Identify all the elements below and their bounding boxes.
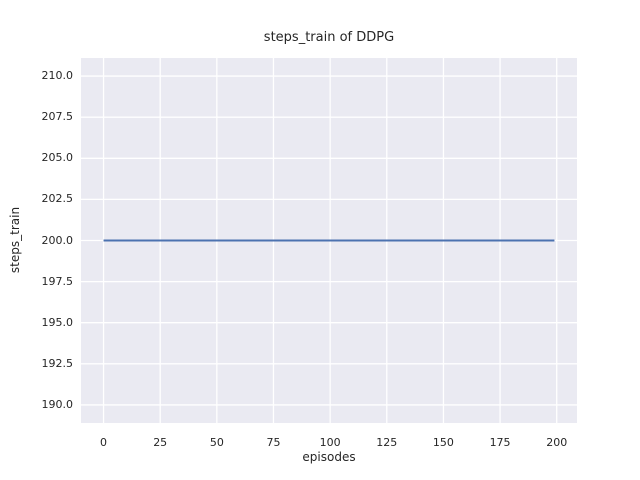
y-tick-label: 210.0 bbox=[41, 69, 74, 83]
plot-area bbox=[81, 58, 577, 423]
x-axis-label: episodes bbox=[302, 450, 356, 464]
x-tick-label: 200 bbox=[546, 436, 568, 449]
y-tick-label: 195.0 bbox=[41, 315, 74, 329]
y-axis-label: steps_train bbox=[8, 206, 22, 274]
y-tick-label: 205.0 bbox=[41, 151, 74, 165]
x-tick-label: 50 bbox=[209, 436, 224, 449]
plot-svg bbox=[81, 58, 577, 423]
y-tick-label: 207.5 bbox=[41, 110, 74, 124]
y-tick-label: 192.5 bbox=[41, 356, 74, 370]
x-tick-label: 175 bbox=[489, 436, 511, 449]
x-tick-label: 125 bbox=[376, 436, 398, 449]
y-tick-label: 190.0 bbox=[41, 397, 74, 411]
x-tick-label: 100 bbox=[319, 436, 341, 449]
y-tick-label: 197.5 bbox=[41, 274, 74, 288]
chart-title: steps_train of DDPG bbox=[263, 30, 395, 45]
x-tick-label: 150 bbox=[432, 436, 454, 449]
y-tick-label: 200.0 bbox=[41, 233, 74, 247]
x-tick-label: 0 bbox=[100, 436, 108, 449]
x-tick-label: 75 bbox=[266, 436, 281, 449]
x-tick-label: 25 bbox=[153, 436, 168, 449]
y-tick-label: 202.5 bbox=[41, 192, 74, 206]
